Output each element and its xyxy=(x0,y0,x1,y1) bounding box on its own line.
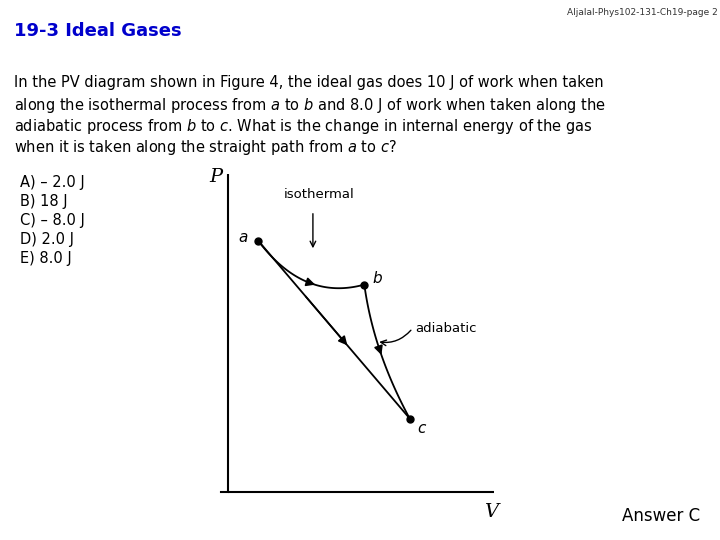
Text: C) – 8.0 J: C) – 8.0 J xyxy=(20,213,85,228)
Text: $b$: $b$ xyxy=(372,270,383,286)
Text: 19-3 Ideal Gases: 19-3 Ideal Gases xyxy=(14,22,181,40)
Text: A) – 2.0 J: A) – 2.0 J xyxy=(20,175,85,190)
Text: P: P xyxy=(210,168,222,186)
Text: Answer C: Answer C xyxy=(622,507,700,525)
Text: adiabatic: adiabatic xyxy=(415,322,477,335)
Text: D) 2.0 J: D) 2.0 J xyxy=(20,232,74,247)
Text: $a$: $a$ xyxy=(238,231,248,245)
Text: E) 8.0 J: E) 8.0 J xyxy=(20,251,72,266)
Text: V: V xyxy=(485,503,498,521)
Text: Aljalal-Phys102-131-Ch19-page 2: Aljalal-Phys102-131-Ch19-page 2 xyxy=(567,8,718,17)
Text: adiabatic process from $b$ to $c$. What is the change in internal energy of the : adiabatic process from $b$ to $c$. What … xyxy=(14,117,593,136)
Text: when it is taken along the straight path from $a$ to $c$?: when it is taken along the straight path… xyxy=(14,138,397,157)
Text: along the isothermal process from $a$ to $b$ and 8.0 J of work when taken along : along the isothermal process from $a$ to… xyxy=(14,96,606,115)
Text: $c$: $c$ xyxy=(418,422,428,436)
Text: In the PV diagram shown in Figure 4, the ideal gas does 10 J of work when taken: In the PV diagram shown in Figure 4, the… xyxy=(14,75,603,90)
Text: isothermal: isothermal xyxy=(284,188,354,201)
Text: B) 18 J: B) 18 J xyxy=(20,194,68,209)
